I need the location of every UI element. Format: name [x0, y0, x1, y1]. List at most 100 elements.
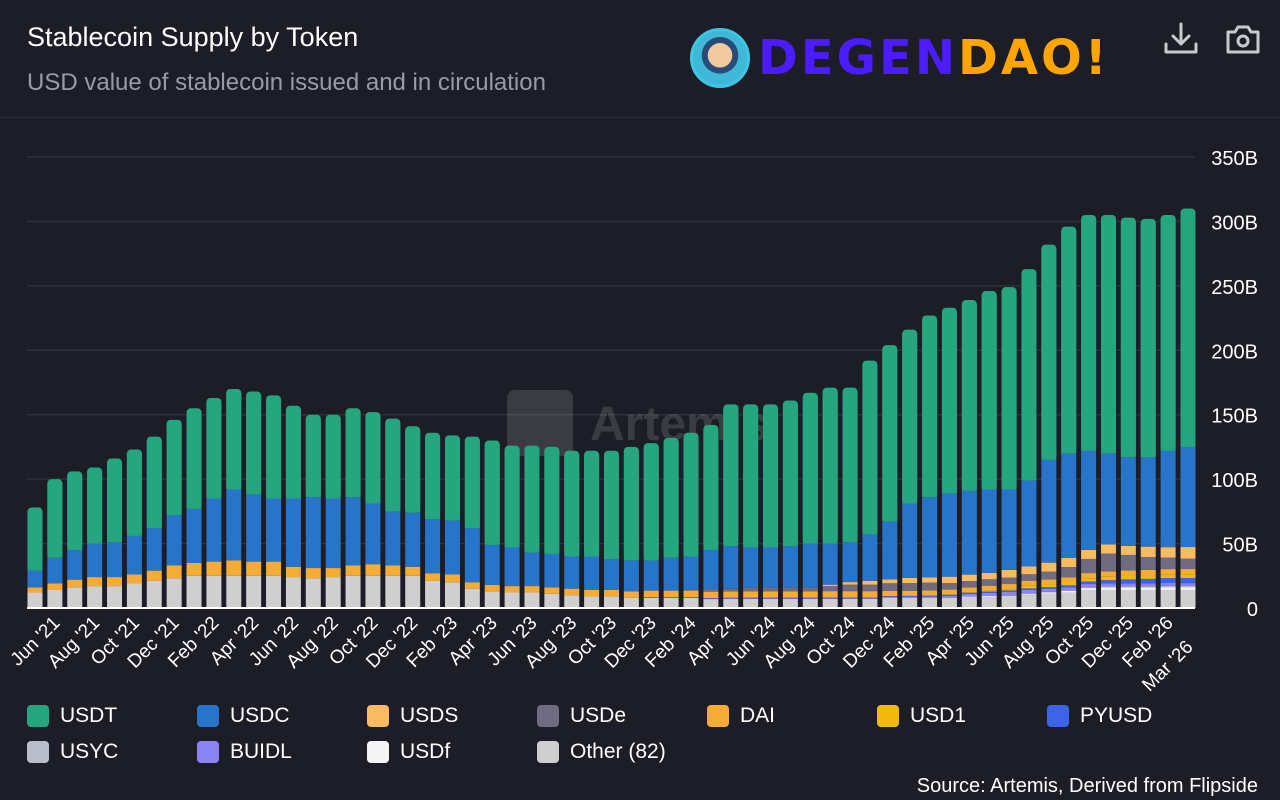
bar-segment-usdc	[584, 556, 600, 590]
bar-Feb '25[interactable]	[922, 315, 938, 608]
bar-segment-fill	[1001, 291, 1017, 490]
bar-segment-fill	[1120, 221, 1136, 458]
legend-item-buidl[interactable]: BUIDL	[197, 740, 292, 764]
bar-Oct '22[interactable]	[365, 412, 381, 608]
bar-segment-other-82-	[285, 577, 301, 608]
legend-label: USDC	[230, 704, 290, 727]
bar-segment-fill	[1100, 218, 1116, 454]
bar-Dec '21[interactable]	[166, 419, 182, 608]
bar-Nov '23[interactable]	[623, 446, 639, 608]
bar-Dec '25[interactable]	[1120, 217, 1136, 608]
bar-Apr '23[interactable]	[484, 440, 500, 608]
bar-Mar '24[interactable]	[703, 425, 719, 608]
bar-Jul '21[interactable]	[67, 471, 83, 608]
bar-Feb '24[interactable]	[683, 432, 699, 608]
bar-Mar '25[interactable]	[941, 307, 957, 608]
bar-Jan '26[interactable]	[1140, 218, 1156, 608]
bar-Nov '22[interactable]	[385, 418, 401, 608]
bar-Feb '22[interactable]	[206, 397, 222, 608]
bar-segment-pyusd	[1140, 578, 1156, 584]
bar-Jun '23[interactable]	[524, 445, 540, 608]
bar-segment-other-82-	[782, 598, 798, 608]
legend-swatch	[1047, 705, 1069, 727]
bar-segment-usde	[882, 583, 898, 591]
bar-segment-fill	[663, 441, 679, 558]
bar-Feb '26[interactable]	[1160, 214, 1176, 608]
logo-text-dao: DAO!	[958, 30, 1110, 86]
bar-Aug '23[interactable]	[564, 450, 580, 608]
bar-segment-other-82-	[385, 575, 401, 608]
bar-segment-usdc	[1100, 453, 1116, 545]
bar-Oct '23[interactable]	[604, 450, 619, 608]
bar-Nov '24[interactable]	[862, 360, 878, 608]
bar-Apr '25[interactable]	[961, 300, 977, 608]
bar-Sep '25[interactable]	[1061, 226, 1077, 608]
bar-Nov '21[interactable]	[146, 436, 162, 608]
bar-Feb '23[interactable]	[444, 435, 460, 608]
bar-segment-usyc	[1001, 595, 1017, 596]
legend-item-dai[interactable]: DAI	[707, 704, 775, 728]
bar-segment-usdc	[206, 498, 222, 562]
bar-Jan '24[interactable]	[663, 437, 679, 608]
bar-segment-fill	[345, 412, 361, 498]
legend-item-pyusd[interactable]: PYUSD	[1047, 704, 1152, 728]
bar-May '23[interactable]	[504, 445, 520, 608]
bar-Jun '24[interactable]	[763, 404, 779, 608]
bar-May '25[interactable]	[981, 291, 997, 608]
legend-item-usyc[interactable]: USYC	[27, 740, 118, 764]
legend-item-usde[interactable]: USDe	[537, 704, 626, 728]
bar-segment-other-82-	[365, 575, 381, 608]
bar-Jul '23[interactable]	[544, 446, 560, 608]
legend-item-usdf[interactable]: USDf	[367, 740, 450, 764]
legend-item-usdc[interactable]: USDC	[197, 704, 290, 728]
bar-May '24[interactable]	[743, 404, 759, 608]
bar-Oct '24[interactable]	[842, 387, 858, 608]
bar-May '22[interactable]	[266, 395, 282, 608]
bar-Mar '22[interactable]	[226, 388, 242, 608]
bar-Sep '23[interactable]	[584, 450, 600, 608]
bar-segment-dai	[166, 565, 182, 579]
bar-segment-other-82-	[1041, 593, 1057, 608]
bar-Jul '24[interactable]	[782, 400, 798, 608]
bar-Nov '25[interactable]	[1100, 214, 1116, 608]
bar-Jul '22[interactable]	[305, 414, 321, 608]
bar-Jul '25[interactable]	[1021, 269, 1037, 608]
legend-item-usds[interactable]: USDS	[367, 704, 458, 728]
legend-item-other-82-[interactable]: Other (82)	[537, 740, 666, 764]
bar-segment-usde	[822, 585, 838, 592]
legend-item-usdt[interactable]: USDT	[27, 704, 117, 728]
legend-item-usd1[interactable]: USD1	[877, 704, 966, 728]
bar-Dec '22[interactable]	[405, 426, 421, 608]
bar-segment-fill	[305, 418, 321, 498]
bar-Jan '22[interactable]	[186, 408, 202, 608]
bar-Aug '25[interactable]	[1041, 244, 1057, 608]
bar-Jun '22[interactable]	[285, 405, 301, 608]
bar-May '21[interactable]	[27, 507, 43, 608]
download-icon[interactable]	[1162, 20, 1200, 58]
bar-Jun '21[interactable]	[47, 479, 63, 608]
bar-Sep '21[interactable]	[107, 458, 123, 608]
bar-Dec '24[interactable]	[882, 345, 898, 608]
bar-segment-buidl	[842, 598, 858, 599]
bar-Jan '25[interactable]	[902, 329, 918, 608]
bar-Mar '23[interactable]	[464, 436, 480, 608]
bar-Aug '24[interactable]	[802, 392, 818, 608]
bar-Oct '25[interactable]	[1081, 214, 1097, 608]
y-tick-label: 100B	[1211, 470, 1258, 492]
bar-Apr '22[interactable]	[246, 391, 262, 608]
bar-Oct '21[interactable]	[126, 449, 142, 608]
bar-segment-dai	[1061, 577, 1077, 583]
bar-Apr '24[interactable]	[723, 404, 739, 608]
camera-icon[interactable]	[1224, 20, 1262, 58]
bar-segment-usde	[1120, 554, 1136, 571]
bar-Jan '23[interactable]	[425, 432, 441, 608]
bar-Aug '21[interactable]	[87, 467, 103, 608]
bar-Sep '22[interactable]	[345, 408, 361, 608]
bar-Aug '22[interactable]	[325, 414, 341, 608]
bar-Dec '23[interactable]	[643, 443, 659, 608]
bar-Mar '26[interactable]	[1180, 208, 1196, 608]
bar-segment-other-82-	[941, 597, 957, 608]
bar-segment-usdf	[1061, 590, 1077, 593]
bar-Sep '24[interactable]	[822, 387, 838, 608]
bar-Jun '25[interactable]	[1001, 287, 1017, 608]
